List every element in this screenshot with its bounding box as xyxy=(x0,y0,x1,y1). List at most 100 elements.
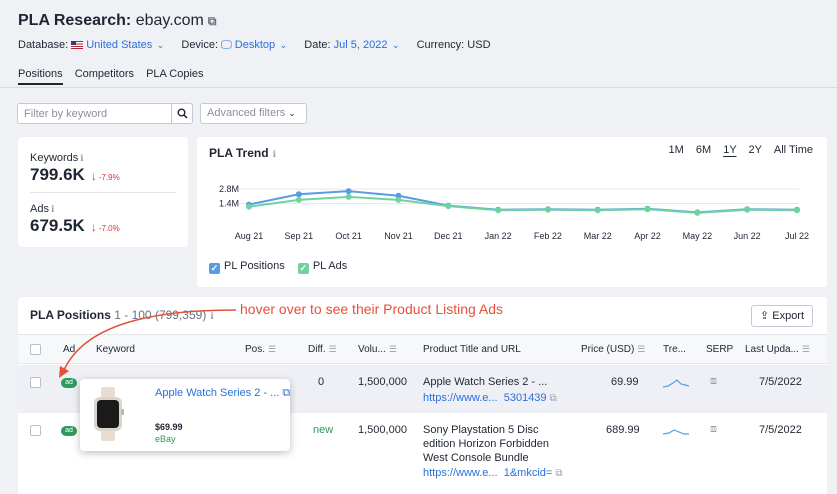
diff-cell: 0 xyxy=(318,376,325,388)
legend-pl-ads[interactable]: ✓ PL Ads xyxy=(297,260,348,274)
col-trend[interactable]: Tre... xyxy=(663,344,686,355)
product-title-line: Sony Playstation 5 Disc xyxy=(423,424,539,436)
database-label: Database: xyxy=(18,39,69,51)
trend-card: PLA Trend ℹ 1M 6M 1Y 2Y All Time 2.8M 1.4M… xyxy=(197,137,827,287)
ad-badge[interactable]: ad xyxy=(61,426,77,436)
info-icon[interactable]: ℹ xyxy=(272,149,276,159)
trend-chart: 2.8M 1.4M Aug 21 Sep 21 Oct 21 Nov 21 Dec 21 Ja… xyxy=(219,184,809,241)
report-header: PLA Research: ebay.com ⧉ Database: United… xyxy=(0,0,837,88)
period-1m[interactable]: 1M xyxy=(668,144,684,156)
period-all-time[interactable]: All Time xyxy=(773,144,813,156)
product-url-link[interactable]: https://www.e... 1&mkcid= ⧉ xyxy=(423,467,563,479)
data-point xyxy=(644,206,651,213)
date-select[interactable]: Jul 5, 2022 ⌄ xyxy=(333,39,400,51)
tab-competitors[interactable]: Competitors xyxy=(74,68,134,80)
serp-icon[interactable]: ⧈ xyxy=(710,423,717,435)
info-icon[interactable]: ℹ xyxy=(210,311,214,321)
data-point xyxy=(594,207,601,214)
row-checkbox[interactable] xyxy=(30,425,41,436)
col-position[interactable]: Pos. ☰ xyxy=(245,344,277,355)
external-link-icon[interactable]: ⧉ xyxy=(282,387,291,399)
x-tick-label: Nov 21 xyxy=(384,231,413,241)
external-link-icon[interactable]: ⧉ xyxy=(207,14,217,28)
x-tick-label: Jun 22 xyxy=(734,231,761,241)
x-tick-label: Apr 22 xyxy=(634,231,661,241)
col-volume[interactable]: Volu... ☰ xyxy=(358,344,397,355)
data-point xyxy=(445,203,452,210)
keyword-filter xyxy=(17,103,193,124)
product-url-link[interactable]: https://www.e... 5301439 ⧉ xyxy=(423,392,557,404)
domain-name[interactable]: ebay.com xyxy=(135,12,204,29)
col-price[interactable]: Price (USD) ☰ xyxy=(581,344,646,355)
arrow-down-icon: ↓ xyxy=(90,220,97,234)
period-2y[interactable]: 2Y xyxy=(748,144,762,156)
row-checkbox[interactable] xyxy=(30,377,41,388)
info-icon[interactable]: ℹ xyxy=(80,153,84,163)
col-ad[interactable]: Ad xyxy=(63,344,76,355)
col-keyword[interactable]: Keyword xyxy=(96,344,135,355)
serp-icon[interactable]: ⧈ xyxy=(710,375,717,387)
data-point xyxy=(694,209,701,216)
apple-watch-image xyxy=(94,387,124,441)
col-product-title[interactable]: Product Title and URL xyxy=(423,344,521,355)
col-diff[interactable]: Diff. ☰ xyxy=(308,344,337,355)
period-1y[interactable]: 1Y xyxy=(723,144,737,156)
product-ad-popup: Apple Watch Series 2 - ... ⧉ $69.99 eBay xyxy=(80,379,290,451)
us-flag-icon xyxy=(71,41,84,49)
period-selector: 1M 6M 1Y 2Y All Time xyxy=(660,144,813,156)
database-select[interactable]: United States ⌄ xyxy=(86,39,165,51)
data-point xyxy=(295,196,302,203)
last-updated-cell: 7/5/2022 xyxy=(759,376,802,388)
tab-pla-copies[interactable]: PLA Copies xyxy=(146,68,204,80)
trend-sparkline[interactable] xyxy=(663,378,689,388)
monitor-icon: 🖵 xyxy=(221,39,232,51)
sort-icon: ☰ xyxy=(328,344,337,354)
summary-divider xyxy=(30,192,176,193)
keyword-filter-input[interactable] xyxy=(18,104,170,123)
ad-badge[interactable]: ad xyxy=(61,378,77,388)
report-tabs: Positions Competitors PLA Copies xyxy=(18,68,213,85)
last-updated-cell: 7/5/2022 xyxy=(759,424,802,436)
popup-product-title[interactable]: Apple Watch Series 2 - ... ⧉ xyxy=(155,387,291,399)
select-all-checkbox[interactable] xyxy=(30,344,41,355)
header-divider xyxy=(0,87,837,88)
chevron-down-icon: ⌄ xyxy=(277,40,288,50)
device-select[interactable]: 🖵 Desktop ⌄ xyxy=(221,39,288,51)
x-tick-label: Sep 21 xyxy=(285,231,314,241)
summary-card: Keywords ℹ 799.6K ↓ -7.9% Ads ℹ 679.5K ↓ -7.0% xyxy=(18,137,188,247)
info-icon[interactable]: ℹ xyxy=(50,204,55,214)
external-link-icon[interactable]: ⧉ xyxy=(555,468,563,479)
advanced-filters-button[interactable]: Advanced filters ⌄ xyxy=(200,103,307,124)
trend-sparkline[interactable] xyxy=(663,426,689,436)
data-point xyxy=(395,192,402,199)
trend-title: PLA Trend ℹ xyxy=(209,146,276,160)
ads-value: 679.5K ↓ -7.0% xyxy=(30,216,120,235)
product-title-cell: Apple Watch Series 2 - ... xyxy=(423,376,548,388)
x-tick-label: Feb 22 xyxy=(534,231,562,241)
tab-positions[interactable]: Positions xyxy=(18,68,63,85)
x-tick-label: Oct 21 xyxy=(335,231,362,241)
ads-label: Ads ℹ xyxy=(30,203,55,215)
volume-cell: 1,500,000 xyxy=(358,424,407,436)
y-tick-label: 1.4M xyxy=(219,199,239,209)
keywords-change: -7.9% xyxy=(98,173,120,182)
period-6m[interactable]: 6M xyxy=(695,144,712,156)
x-tick-label: Dec 21 xyxy=(434,231,463,241)
product-title-line: West Console Bundle xyxy=(423,452,529,464)
data-point xyxy=(345,193,352,200)
page-title: PLA Research: ebay.com ⧉ xyxy=(18,12,216,30)
external-link-icon[interactable]: ⧉ xyxy=(549,393,557,404)
currency-label: Currency: USD xyxy=(416,39,491,51)
export-button[interactable]: ⇪ Export xyxy=(751,305,813,327)
device-label: Device: xyxy=(181,39,219,51)
search-button[interactable] xyxy=(171,104,192,123)
diff-cell: new xyxy=(313,424,334,436)
x-tick-label: Jul 22 xyxy=(785,231,809,241)
col-last-updated[interactable]: Last Upda... ☰ xyxy=(745,344,810,355)
data-point xyxy=(395,196,402,203)
chevron-down-icon: ⌄ xyxy=(154,40,165,50)
data-point xyxy=(345,188,352,195)
data-point xyxy=(295,191,302,198)
legend-pl-positions[interactable]: ✓ PL Positions xyxy=(209,260,285,274)
col-serp[interactable]: SERP xyxy=(706,344,734,355)
